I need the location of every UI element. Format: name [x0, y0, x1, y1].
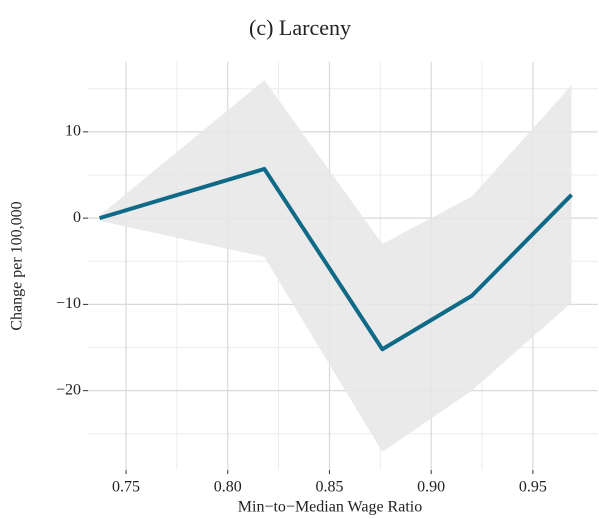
confidence-band: [99, 80, 572, 452]
x-tick-label: 0.75: [112, 479, 140, 496]
y-axis-title: Change per 100,000: [9, 201, 26, 330]
x-tick-label: 0.95: [519, 479, 547, 496]
x-axis-title: Min−to−Median Wage Ratio: [238, 499, 422, 516]
x-tick-label: 0.80: [214, 479, 242, 496]
x-tick-label: 0.85: [315, 479, 343, 496]
x-tick-label: 0.90: [417, 479, 445, 496]
y-tick-label: −20: [56, 381, 81, 398]
y-tick-label: 10: [65, 123, 81, 140]
chart-title: (c) Larceny: [249, 15, 351, 40]
y-tick-label: 0: [73, 209, 81, 226]
y-tick-label: −10: [56, 295, 81, 312]
line: [99, 166, 573, 352]
